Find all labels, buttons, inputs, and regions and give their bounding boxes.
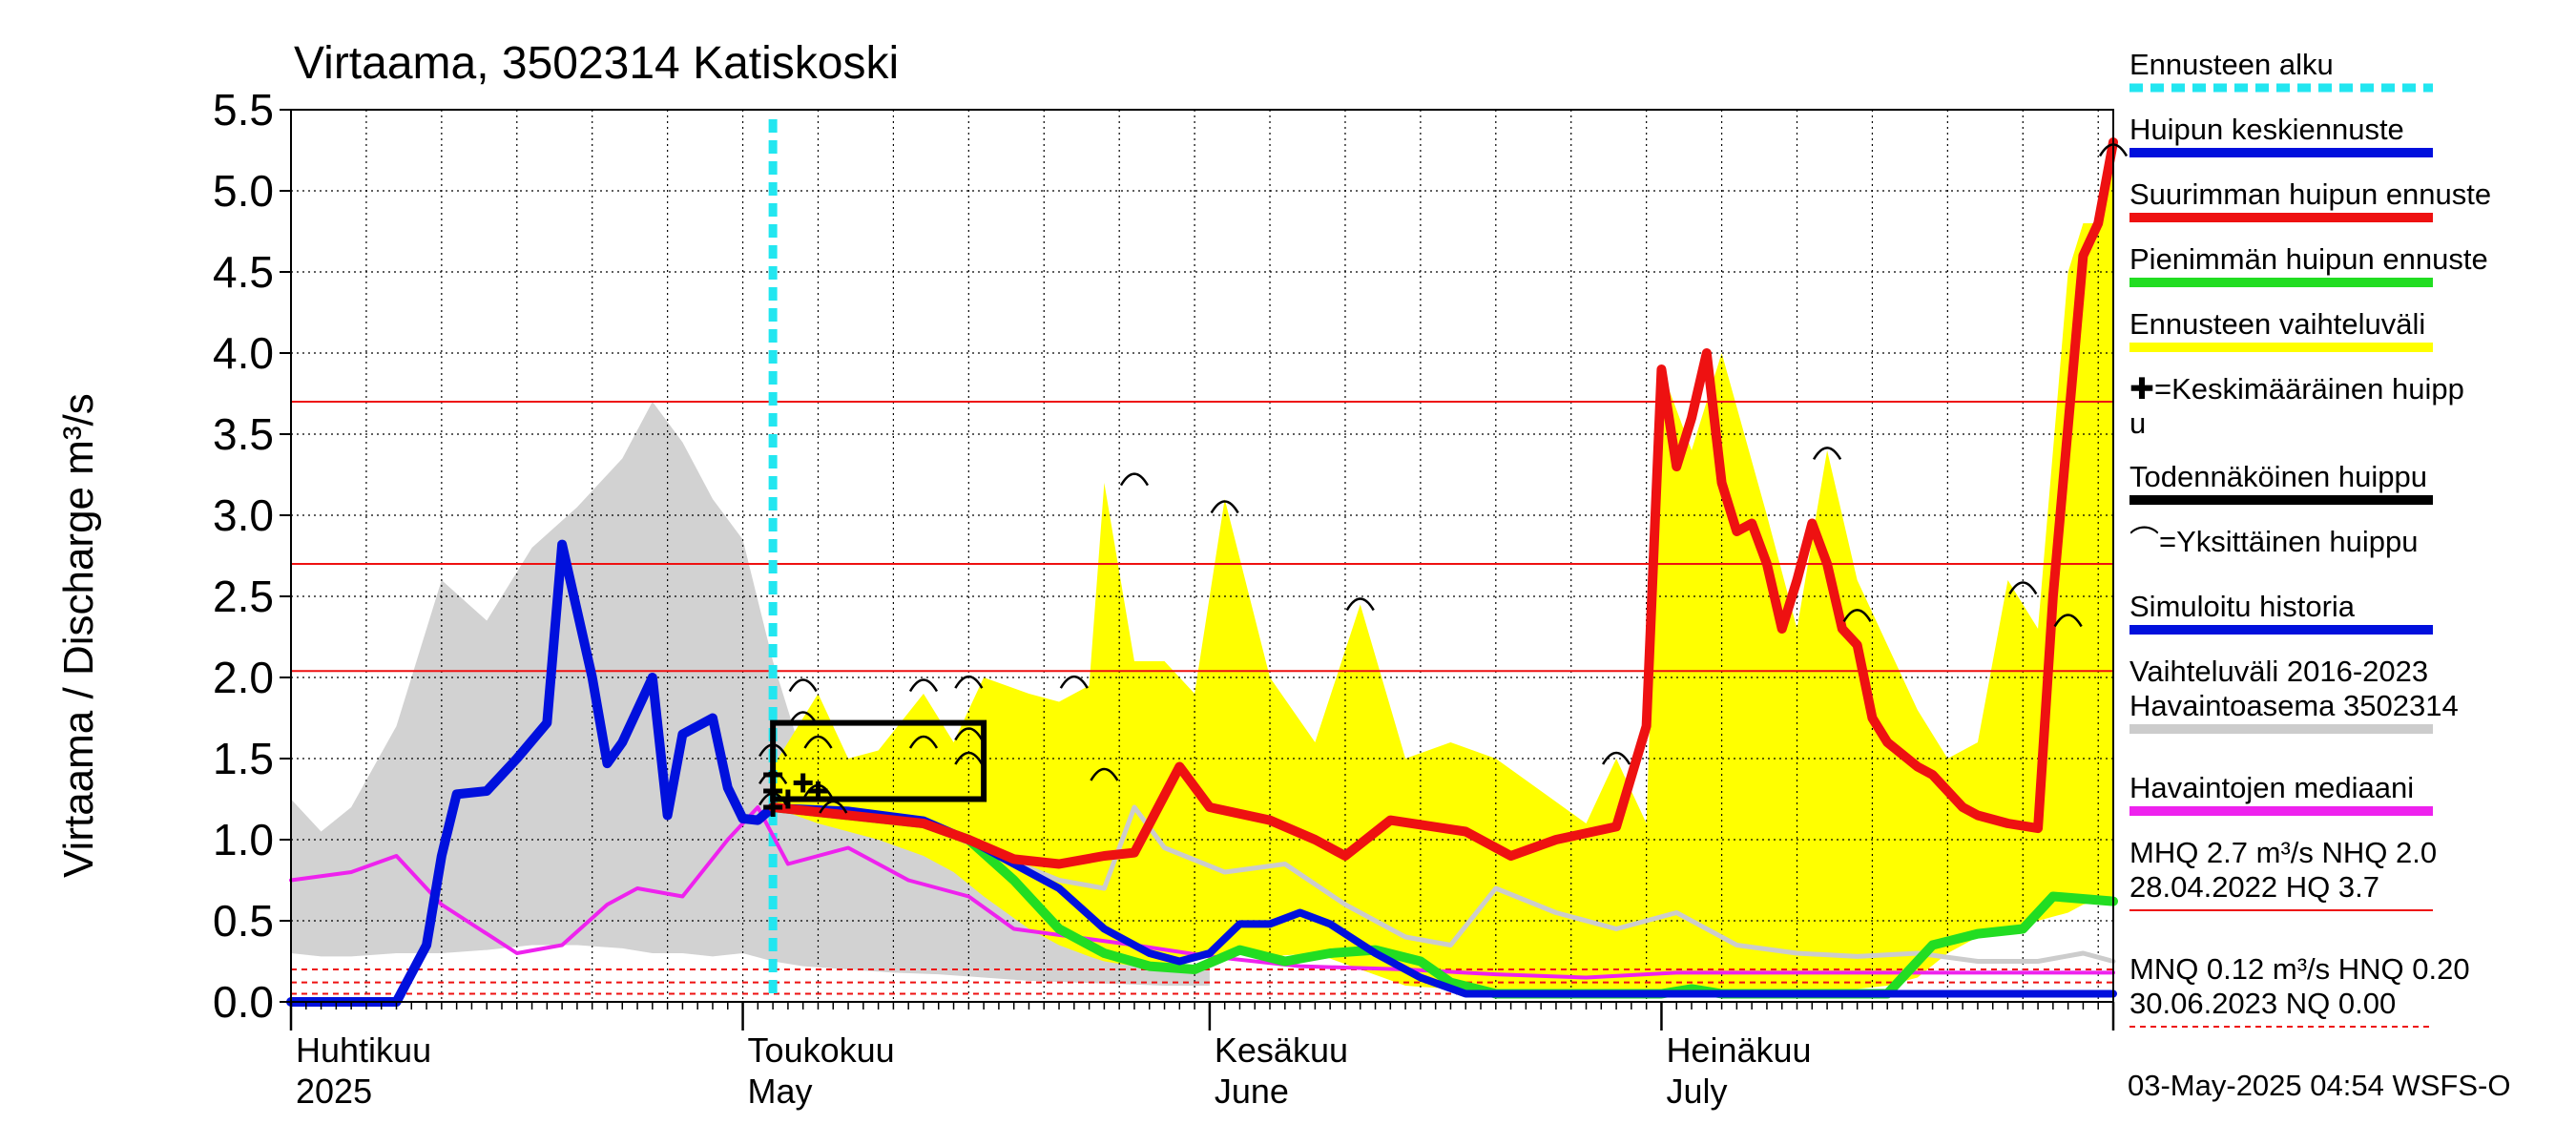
legend-label-havaintoasema-3502314: Havaintoasema 3502314 <box>2129 689 2459 722</box>
mean-peak-marker <box>808 781 828 801</box>
legend-label-huipun-keskiennuste: Huipun keskiennuste <box>2129 113 2404 146</box>
legend-label-vaihteluva-li-2016-2023: Vaihteluväli 2016-2023 <box>2129 655 2428 688</box>
peak-markers <box>758 143 2129 817</box>
axes-layer: 0.0 0.5 1.0 1.5 2.0 2.5 3.0 3.5 4.0 4.5 5.0 5.5 Huht… <box>213 85 2115 1111</box>
mean-peak-marker <box>793 773 813 793</box>
x-month-label-en: July <box>1666 1072 1727 1111</box>
line-simuloitu-historia-havaintoasema <box>770 804 2116 964</box>
legend-label-28-04-2022-hq-3-7: 28.04.2022 HQ 3.7 <box>2129 870 2379 904</box>
legend-label-pienimma-n-huipun-ennuste: Pienimmän huipun ennuste <box>2129 242 2488 276</box>
line-pienimma-n-huipun-ennuste <box>768 802 2118 999</box>
x-month-label-en: June <box>1215 1072 1289 1111</box>
single-peak-marker <box>954 675 984 689</box>
legend-label-30-06-2023-nq-0-00: 30.06.2023 NQ 0.00 <box>2129 987 2396 1020</box>
y-axis-label: Virtaama / Discharge m³/s <box>55 393 102 878</box>
y-tick-label: 0.5 <box>213 896 274 946</box>
single-peak-marker <box>2053 614 2083 628</box>
legend-label-simuloitu-historia: Simuloitu historia <box>2129 590 2356 623</box>
y-tick-label: 0.0 <box>213 977 274 1027</box>
mean-peak-marker <box>763 798 783 817</box>
legend-label-mnq-0-12-m-s-hnq-0-20: MNQ 0.12 m³/s HNQ 0.20 <box>2129 952 2470 986</box>
y-tick-label: 2.0 <box>213 653 274 702</box>
y-tick-label: 1.0 <box>213 815 274 864</box>
likely-peak-box <box>770 719 987 802</box>
legend-label-todenna-ko-inen-huippu: Todennäköinen huippu <box>2129 460 2427 493</box>
single-peak-marker <box>788 711 818 725</box>
mean-peak-marker <box>763 765 783 784</box>
single-peak-marker <box>803 735 833 749</box>
single-peak-marker <box>908 678 939 693</box>
legend-label-keskima-a-ra-inen-huipp: ✚=Keskimääräinen huipp <box>2129 372 2464 406</box>
y-tick-label: 1.5 <box>213 734 274 783</box>
y-tick-label: 2.5 <box>213 572 274 621</box>
footer-timestamp: 03-May-2025 04:54 WSFS-O <box>2128 1069 2510 1102</box>
x-month-label-fi: Toukokuu <box>748 1030 895 1070</box>
x-month-label-fi: Heinäkuu <box>1666 1030 1811 1070</box>
single-peak-marker <box>758 743 788 758</box>
y-tick-label: 4.0 <box>213 328 274 378</box>
x-month-label-fi: Kesäkuu <box>1215 1030 1348 1070</box>
series-lines <box>286 119 2118 1007</box>
legend-label-u: u <box>2129 406 2146 440</box>
y-tick-label: 3.5 <box>213 409 274 459</box>
y-tick-label: 3.0 <box>213 490 274 540</box>
legend-label-mhq-2-7-m-s-nhq-2-0: MHQ 2.7 m³/s NHQ 2.0 <box>2129 836 2437 869</box>
band-ennusteen-vaihteluva-li <box>773 142 2113 989</box>
single-peak-marker <box>954 751 984 765</box>
single-peak-marker <box>1345 597 1375 612</box>
single-peak-marker <box>1090 767 1119 781</box>
chart-title: Virtaama, 3502314 Katiskoski <box>294 38 899 89</box>
line-suurimman-huipun-ennuste <box>768 137 2118 869</box>
single-peak-marker <box>1813 447 1842 461</box>
single-peak-marker <box>819 800 848 814</box>
legend-label-yksitta-inen-huippu: ⌒=Yksittäinen huippu <box>2129 525 2418 558</box>
y-tick-label: 5.5 <box>213 85 274 135</box>
single-peak-marker <box>908 735 939 749</box>
legend: Ennusteen alku Huipun keskiennuste Suurimm… <box>2129 48 2491 1028</box>
single-peak-marker <box>954 727 984 741</box>
y-tick-label: 4.5 <box>213 247 274 297</box>
x-month-label-fi: Huhtikuu <box>296 1030 431 1070</box>
line-havaintojen-mediaani <box>289 805 2115 980</box>
single-peak-marker <box>788 678 818 693</box>
legend-label-ennusteen-alku: Ennusteen alku <box>2129 48 2334 81</box>
single-peak-marker <box>2008 581 2038 595</box>
legend-label-ennusteen-vaihteluva-li: Ennusteen vaihteluväli <box>2129 307 2425 341</box>
x-month-label-en: May <box>748 1072 813 1111</box>
legend-label-havaintojen-mediaani: Havaintojen mediaani <box>2129 771 2414 804</box>
single-peak-marker <box>1059 675 1089 689</box>
mean-peak-marker <box>763 781 783 801</box>
single-peak-marker <box>1210 500 1239 514</box>
x-month-label-en: 2025 <box>296 1072 372 1111</box>
plot-frame <box>290 109 2114 1003</box>
legend-label-suurimman-huipun-ennuste: Suurimman huipun ennuste <box>2129 177 2491 211</box>
line-simuloitu-historia <box>286 539 779 1007</box>
single-peak-marker <box>1842 609 1872 623</box>
single-peak-marker <box>1602 751 1631 765</box>
y-tick-label: 5.0 <box>213 166 274 216</box>
single-peak-marker <box>1119 472 1150 487</box>
mean-peak-marker <box>778 789 798 809</box>
